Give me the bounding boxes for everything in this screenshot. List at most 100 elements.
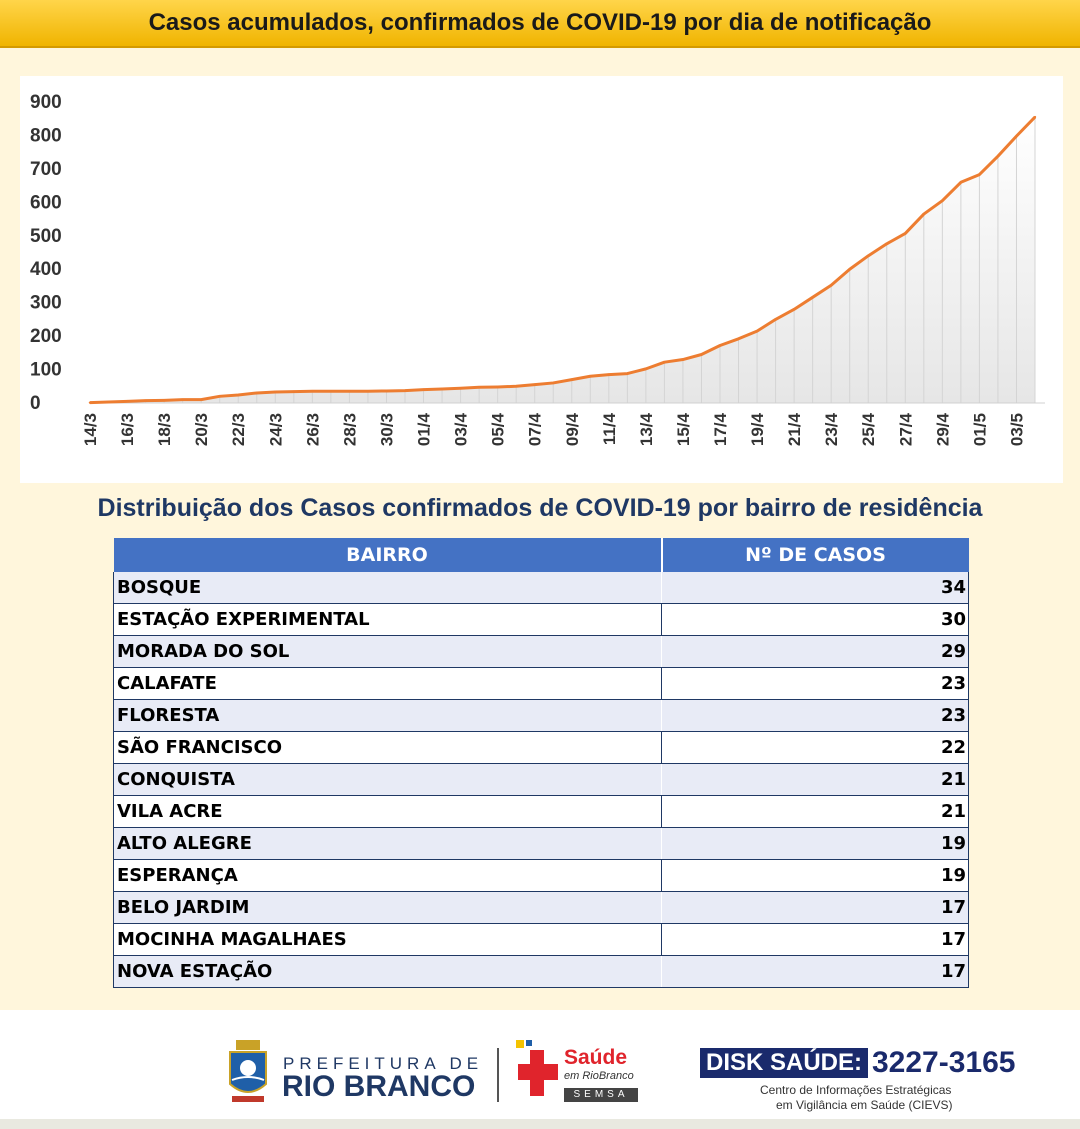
data-point (774, 318, 777, 321)
cievs-line1: Centro de Informações Estratégicas (760, 1083, 952, 1097)
section-title: Distribuição dos Casos confirmados de CO… (97, 494, 983, 522)
x-tick-label: 27/4 (896, 412, 915, 446)
casos-cell: 17 (661, 955, 969, 988)
data-point (107, 400, 110, 404)
data-point (459, 387, 462, 390)
table-row: VILA ACRE 21 (113, 795, 969, 828)
y-tick-label: 600 (30, 192, 62, 213)
table-row: MORADA DO SOL 29 (113, 635, 969, 668)
neighborhood-table: BAIRRO Nº DE CASOS BOSQUE 34 ESTAÇÃO EXPER… (113, 538, 969, 988)
x-tick-label: 15/4 (674, 412, 693, 446)
table-row: BELO JARDIM 17 (113, 891, 969, 924)
data-point (496, 385, 499, 389)
rio-branco-coat-of-arms-icon (229, 1040, 267, 1102)
data-point (199, 398, 203, 401)
x-tick-label: 22/3 (229, 413, 248, 446)
prefeitura-line1: PREFEITURA DE (283, 1054, 484, 1073)
casos-cell: 23 (661, 667, 969, 700)
disk-saude-label: DISK SAÚDE: (700, 1048, 869, 1078)
x-tick-label: 24/3 (266, 413, 285, 446)
data-point (718, 344, 722, 347)
data-point (663, 360, 666, 364)
data-point (829, 284, 833, 287)
casos-cell: 19 (661, 859, 969, 892)
data-point (700, 353, 703, 356)
x-tick-label: 28/3 (340, 413, 359, 446)
data-point (366, 390, 370, 393)
x-tick-label: 03/5 (1007, 413, 1026, 446)
data-point (885, 242, 888, 246)
table-row: FLORESTA 23 (113, 699, 969, 732)
data-point (514, 385, 518, 388)
series-line (89, 116, 1037, 405)
y-tick-label: 500 (30, 226, 62, 247)
x-tick-label: 29/4 (933, 412, 952, 446)
bairro-cell: VILA ACRE (113, 795, 662, 828)
x-tick-label: 03/4 (452, 412, 471, 446)
x-tick-label: 01/5 (970, 413, 989, 446)
x-tick-label: 16/3 (118, 413, 137, 446)
data-point (607, 373, 611, 376)
column-header-casos[interactable]: Nº DE CASOS (661, 538, 969, 572)
x-tick-label: 01/4 (415, 412, 434, 446)
data-point (329, 390, 333, 393)
x-tick-label: 26/3 (303, 413, 322, 446)
x-tick-label: 20/3 (192, 413, 211, 446)
disk-saude-number[interactable]: 3227-3165 (872, 1046, 1016, 1079)
data-point (403, 389, 407, 392)
data-point (570, 378, 573, 381)
footer-strip (0, 1119, 1080, 1129)
table-row: SÃO FRANCISCO 22 (113, 731, 969, 764)
data-point (144, 399, 147, 402)
table-row: ESTAÇÃO EXPERIMENTAL 30 (113, 603, 969, 636)
table-body: BOSQUE 34 ESTAÇÃO EXPERIMENTAL 30 MORADA DO … (113, 572, 969, 988)
y-tick-label: 900 (30, 92, 62, 113)
y-tick-label: 0 (30, 393, 41, 414)
data-point (904, 232, 907, 235)
data-point (737, 337, 740, 340)
health-cross-icon (516, 1040, 558, 1096)
x-tick-label: 11/4 (600, 412, 619, 445)
casos-cell: 21 (661, 795, 969, 828)
casos-cell: 34 (661, 572, 969, 604)
data-point (125, 400, 129, 403)
data-point (681, 358, 685, 361)
data-point (348, 390, 351, 393)
data-point (218, 395, 221, 398)
x-tick-label: 25/4 (859, 412, 878, 446)
column-header-bairro[interactable]: BAIRRO (113, 538, 663, 572)
saude-subtitle: em RioBranco (564, 1070, 634, 1082)
data-point (477, 386, 481, 389)
y-tick-label: 100 (30, 360, 62, 381)
x-tick-label: 05/4 (489, 412, 508, 446)
x-tick-label: 09/4 (563, 412, 582, 446)
x-tick-label: 13/4 (637, 412, 656, 446)
bairro-cell: FLORESTA (113, 699, 662, 732)
footer: PREFEITURA DE RIO BRANCO Saúde em RioBra… (0, 1010, 1080, 1129)
table-row: ALTO ALEGRE 19 (113, 827, 969, 860)
table-header-row: BAIRRO Nº DE CASOS (113, 538, 969, 572)
bairro-cell: CONQUISTA (113, 763, 662, 796)
y-tick-label: 700 (30, 159, 62, 180)
chart-svg: 0 100 200 300 400 500 600 700 800 900 14/3 16/3 18/3… (30, 92, 1045, 446)
data-point (941, 199, 944, 202)
data-point (552, 381, 555, 385)
bairro-cell: ESPERANÇA (113, 859, 662, 892)
casos-cell: 17 (661, 891, 969, 924)
x-tick-label: 30/3 (377, 413, 396, 446)
data-point (848, 268, 851, 271)
cievs-line2: em Vigilância em Saúde (CIEVS) (776, 1098, 953, 1112)
saude-title: Saúde (564, 1046, 628, 1069)
x-tick-label: 18/3 (155, 413, 174, 446)
table-row: NOVA ESTAÇÃO 17 (113, 955, 969, 988)
data-point (644, 367, 648, 371)
data-point (385, 389, 388, 393)
x-tick-label: 17/4 (711, 412, 730, 446)
table-row: MOCINHA MAGALHAES 17 (113, 923, 969, 956)
y-tick-label: 800 (30, 125, 62, 146)
y-tick-label: 300 (30, 293, 62, 314)
casos-cell: 19 (661, 827, 969, 860)
data-point (792, 308, 796, 311)
x-tick-label: 21/4 (785, 412, 804, 446)
data-point (755, 329, 759, 333)
